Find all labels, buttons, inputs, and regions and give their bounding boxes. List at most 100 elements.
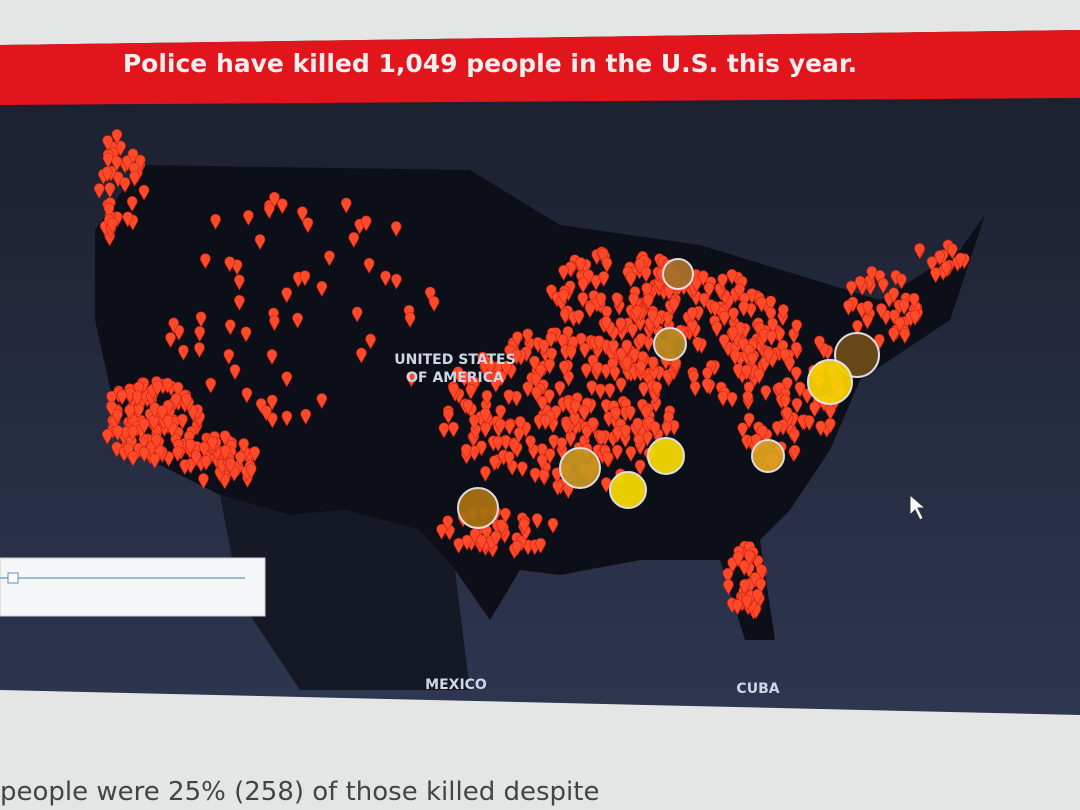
pin (846, 280, 857, 297)
pin (628, 292, 639, 309)
pin (128, 162, 140, 179)
pin (772, 420, 783, 437)
pin (162, 414, 174, 431)
pin (465, 383, 477, 400)
pin (267, 412, 278, 429)
pin (722, 567, 734, 584)
pin (281, 410, 293, 427)
pin (363, 257, 375, 274)
pin (243, 209, 254, 226)
pin (438, 422, 450, 439)
pin (814, 335, 825, 352)
pin (688, 370, 699, 387)
pin (122, 211, 134, 228)
pin (485, 359, 496, 376)
pin (642, 293, 654, 310)
pin (866, 265, 878, 282)
slider-handle[interactable] (7, 572, 19, 584)
pin (709, 301, 721, 318)
pin (636, 333, 647, 350)
pin (554, 380, 566, 397)
pin (615, 377, 627, 394)
pin (777, 339, 789, 356)
pin (525, 435, 536, 452)
pin (225, 319, 236, 336)
pin (365, 333, 376, 350)
pin (139, 446, 150, 463)
pin (888, 327, 899, 344)
pin (179, 459, 191, 476)
pin (766, 330, 777, 347)
map-label: UNITED STATES (394, 352, 515, 368)
pin (557, 333, 568, 350)
cluster-circle (751, 439, 785, 473)
banner (0, 30, 1080, 105)
pin (496, 519, 508, 536)
pin (562, 326, 574, 342)
pin (756, 564, 767, 581)
mexico-landmass (220, 495, 470, 690)
pin (177, 413, 188, 430)
map-label: MEXICO (425, 677, 487, 693)
pin (579, 405, 590, 422)
pin (490, 530, 502, 547)
pin (627, 323, 638, 340)
pin (899, 328, 911, 344)
pin (732, 599, 743, 616)
pin (592, 361, 603, 378)
pin (752, 588, 763, 605)
pin (529, 355, 540, 372)
pin (183, 430, 195, 447)
pin (281, 287, 293, 304)
pin (631, 305, 643, 321)
pin (703, 282, 715, 299)
pin (874, 269, 886, 286)
pin (790, 341, 802, 358)
pin (297, 206, 308, 223)
pin (739, 578, 750, 595)
pin (404, 312, 416, 329)
pin (732, 551, 744, 568)
pin (245, 463, 257, 480)
pin (238, 438, 250, 455)
pin (723, 579, 734, 596)
pin (530, 372, 542, 389)
pin (195, 311, 207, 328)
pin (637, 350, 649, 367)
pin (739, 292, 750, 309)
pin (495, 404, 506, 421)
pin (908, 292, 920, 309)
pin (254, 234, 266, 251)
pin (225, 457, 236, 474)
pin (134, 154, 146, 171)
pin (815, 420, 826, 437)
pin (620, 398, 632, 415)
pin (581, 425, 593, 442)
pin (898, 299, 910, 316)
pin (480, 465, 491, 482)
pin (692, 336, 703, 353)
pin (947, 243, 958, 260)
pin (292, 312, 303, 329)
pin (607, 357, 618, 374)
pin (809, 401, 820, 418)
pin (558, 360, 570, 377)
pin (791, 319, 802, 336)
pin (602, 451, 613, 468)
pin (119, 177, 131, 193)
pin (779, 394, 791, 411)
pin (638, 381, 650, 398)
pin (453, 537, 464, 554)
pin (647, 356, 659, 373)
pin (600, 316, 612, 332)
pin (934, 250, 945, 267)
pin (508, 438, 520, 455)
pin (531, 513, 543, 530)
pin (127, 425, 139, 442)
pin (691, 276, 702, 293)
pin (514, 416, 526, 432)
pin (316, 393, 328, 410)
pin (480, 407, 491, 424)
pin (462, 399, 474, 416)
